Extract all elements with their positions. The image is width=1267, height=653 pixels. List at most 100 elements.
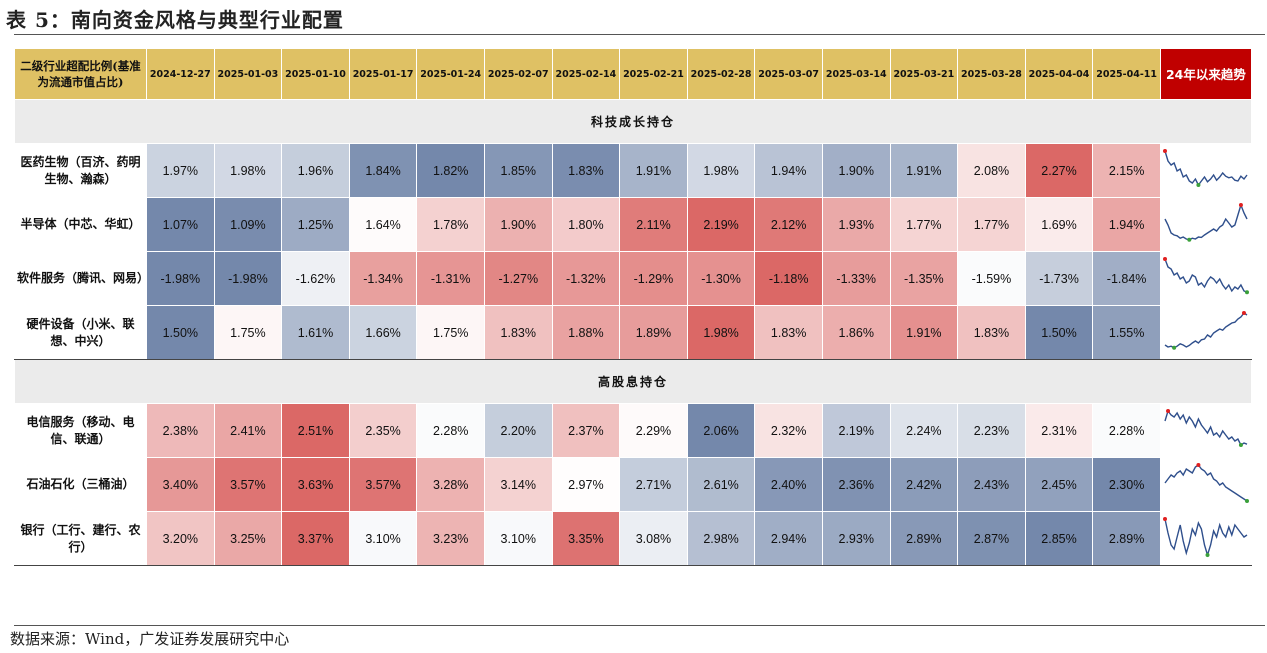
value-cell: -1.98% <box>213 251 283 306</box>
value-cell: -1.32% <box>551 251 621 306</box>
value-cell: 1.85% <box>483 143 553 198</box>
trend-max-marker <box>1162 516 1167 521</box>
value-cell: 1.83% <box>957 305 1026 360</box>
trend-line <box>1164 150 1248 186</box>
value-cell: 2.28% <box>1092 403 1161 458</box>
value-cell: 3.14% <box>483 457 553 512</box>
value-cell: 2.87% <box>957 511 1026 566</box>
trend-header: 24年以来趋势 <box>1159 48 1252 100</box>
trend-sparkline <box>1164 202 1248 242</box>
value-cell: 3.20% <box>146 511 215 566</box>
value-cell: 1.80% <box>551 197 621 252</box>
value-cell: 3.37% <box>281 511 350 566</box>
trend-min-marker <box>1244 289 1249 294</box>
trend-min-marker <box>1172 345 1177 350</box>
value-cell: -1.29% <box>619 251 688 306</box>
value-cell: 2.42% <box>889 457 959 512</box>
table-row: 电信服务（移动、电信、联通） 2.38% 2.41% 2.51% 2.35% 2.28% 2… <box>14 403 1252 458</box>
value-cell: -1.27% <box>483 251 553 306</box>
date-header: 2025-02-21 <box>619 48 688 100</box>
table-row: 半导体（中芯、华虹） 1.07% 1.09% 1.25% 1.64% 1.78% 1.90%… <box>14 197 1252 252</box>
value-cell: 2.38% <box>146 403 215 458</box>
value-cell: 1.69% <box>1024 197 1094 252</box>
value-cell: -1.73% <box>1024 251 1094 306</box>
value-cell: 2.24% <box>889 403 959 458</box>
value-cell: 1.94% <box>1092 197 1161 252</box>
value-cell: 3.10% <box>483 511 553 566</box>
trend-line <box>1164 202 1248 241</box>
value-cell: 2.23% <box>957 403 1026 458</box>
trend-sparkline-cell <box>1159 403 1252 458</box>
value-cell: 1.82% <box>416 143 485 198</box>
value-cell: 1.94% <box>754 143 823 198</box>
value-cell: 2.51% <box>281 403 350 458</box>
value-cell: 2.40% <box>754 457 823 512</box>
date-header: 2025-01-17 <box>348 48 418 100</box>
value-cell: 3.25% <box>213 511 283 566</box>
value-cell: 3.63% <box>281 457 350 512</box>
value-cell: 1.86% <box>821 305 891 360</box>
value-cell: 1.91% <box>619 143 688 198</box>
value-cell: -1.98% <box>146 251 215 306</box>
date-header: 2025-03-28 <box>957 48 1026 100</box>
date-header: 2025-01-24 <box>416 48 485 100</box>
value-cell: 1.66% <box>348 305 418 360</box>
trend-min-marker <box>1205 552 1210 557</box>
value-cell: 1.90% <box>821 143 891 198</box>
date-header: 2025-01-03 <box>213 48 283 100</box>
value-cell: -1.84% <box>1092 251 1161 306</box>
value-cell: 1.98% <box>686 143 756 198</box>
value-cell: 2.89% <box>1092 511 1161 566</box>
value-cell: 2.93% <box>821 511 891 566</box>
value-cell: 2.37% <box>551 403 621 458</box>
table-row: 银行（工行、建行、农行） 3.20% 3.25% 3.37% 3.10% 3.23% 3.1… <box>14 511 1252 566</box>
section-title: 高股息持仓 <box>14 359 1252 404</box>
value-cell: -1.18% <box>754 251 823 306</box>
value-cell: 1.84% <box>348 143 418 198</box>
date-header: 2025-03-14 <box>821 48 891 100</box>
value-cell: 3.35% <box>551 511 621 566</box>
top-rule <box>14 34 1265 35</box>
trend-max-marker <box>1162 256 1167 261</box>
value-cell: 2.27% <box>1024 143 1094 198</box>
trend-line <box>1164 258 1248 293</box>
section-title: 科技成长持仓 <box>14 99 1252 144</box>
industry-name: 医药生物（百济、药明生物、瀚森） <box>14 143 147 198</box>
value-cell: 1.78% <box>416 197 485 252</box>
value-cell: 2.31% <box>1024 403 1094 458</box>
value-cell: 1.55% <box>1092 305 1161 360</box>
value-cell: 1.75% <box>416 305 485 360</box>
value-cell: 2.89% <box>889 511 959 566</box>
value-cell: 3.10% <box>348 511 418 566</box>
value-cell: 1.89% <box>619 305 688 360</box>
value-cell: 1.77% <box>957 197 1026 252</box>
trend-min-marker <box>1196 182 1201 187</box>
value-cell: 2.61% <box>686 457 756 512</box>
trend-sparkline-cell <box>1159 511 1252 566</box>
date-header: 2024-12-27 <box>146 48 215 100</box>
value-cell: 2.94% <box>754 511 823 566</box>
trend-max-marker <box>1238 202 1243 207</box>
table-row: 硬件设备（小米、联想、中兴） 1.50% 1.75% 1.61% 1.66% 1.75% 1… <box>14 305 1252 360</box>
header-row: 二级行业超配比例(基准为流通市值占比) 2024-12-27 2025-01-03… <box>14 48 1252 100</box>
value-cell: 2.45% <box>1024 457 1094 512</box>
value-cell: 1.50% <box>146 305 215 360</box>
trend-sparkline-cell <box>1159 197 1252 252</box>
industry-name: 硬件设备（小米、联想、中兴） <box>14 305 147 360</box>
value-cell: 2.29% <box>619 403 688 458</box>
table-title: 表 5：南向资金风格与典型行业配置 <box>6 8 344 32</box>
trend-line <box>1164 463 1248 502</box>
trend-sparkline <box>1164 310 1248 350</box>
value-cell: 1.75% <box>213 305 283 360</box>
date-header: 2025-03-21 <box>889 48 959 100</box>
value-cell: 3.40% <box>146 457 215 512</box>
value-cell: 2.15% <box>1092 143 1161 198</box>
value-cell: -1.59% <box>957 251 1026 306</box>
date-header: 2025-01-10 <box>281 48 350 100</box>
value-cell: 2.43% <box>957 457 1026 512</box>
value-cell: 2.19% <box>686 197 756 252</box>
trend-min-marker <box>1187 237 1192 242</box>
date-header: 2025-02-14 <box>551 48 621 100</box>
table-row: 医药生物（百济、药明生物、瀚森） 1.97% 1.98% 1.96% 1.84% 1.82… <box>14 143 1252 198</box>
value-cell: 1.91% <box>889 305 959 360</box>
